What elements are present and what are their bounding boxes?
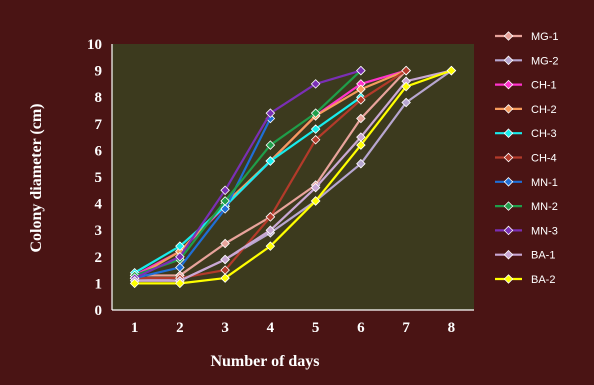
data-point bbox=[356, 140, 366, 150]
x-tick-label: 5 bbox=[312, 320, 320, 336]
series-ba-2 bbox=[129, 65, 457, 289]
data-point bbox=[356, 95, 366, 105]
legend-marker bbox=[503, 249, 514, 260]
legend-item: CH-2 bbox=[495, 104, 557, 116]
data-point bbox=[265, 156, 276, 166]
y-tick-label: 9 bbox=[95, 64, 103, 80]
data-point bbox=[220, 196, 230, 206]
data-point bbox=[220, 254, 230, 265]
series-line bbox=[134, 117, 272, 280]
data-point bbox=[401, 97, 411, 108]
y-tick-label: 8 bbox=[95, 90, 103, 106]
x-tick-label: 7 bbox=[402, 320, 410, 336]
legend-item: BA-1 bbox=[495, 250, 555, 262]
legend: MG-1 MG-2 CH-1 CH-2 CH-3 CH-4 MN-1 MN-2 MN-3 BA-1… bbox=[495, 31, 559, 286]
data-point bbox=[265, 241, 276, 251]
legend-item: MN-2 bbox=[495, 201, 558, 213]
x-tick-label: 6 bbox=[357, 320, 365, 336]
y-tick-label: 2 bbox=[95, 250, 103, 266]
data-point bbox=[129, 278, 140, 289]
x-tick-label: 2 bbox=[176, 320, 184, 336]
data-point bbox=[175, 278, 185, 289]
data-point bbox=[446, 65, 457, 76]
legend-label: BA-1 bbox=[531, 250, 555, 262]
x-tick-label: 4 bbox=[267, 320, 275, 336]
legend-marker bbox=[503, 128, 514, 138]
legend-item: MN-1 bbox=[495, 177, 558, 189]
series-layer bbox=[129, 65, 457, 289]
legend-marker bbox=[503, 104, 514, 114]
legend-label: MG-2 bbox=[531, 55, 559, 67]
data-point bbox=[356, 65, 366, 76]
legend-marker bbox=[503, 225, 514, 236]
data-point bbox=[220, 185, 230, 196]
series-line bbox=[134, 96, 362, 274]
legend-item: MG-1 bbox=[495, 31, 559, 43]
legend-marker bbox=[503, 79, 514, 90]
data-point bbox=[220, 273, 230, 283]
data-point bbox=[310, 196, 321, 206]
y-tick-label: 6 bbox=[95, 143, 103, 159]
legend-label: CH-2 bbox=[531, 104, 557, 116]
legend-label: MN-2 bbox=[531, 201, 558, 213]
data-point bbox=[175, 252, 185, 262]
data-point bbox=[265, 108, 276, 118]
data-point bbox=[220, 204, 230, 214]
data-point bbox=[356, 113, 366, 124]
data-point bbox=[310, 79, 321, 89]
data-point bbox=[175, 262, 185, 273]
y-tick-label: 4 bbox=[95, 197, 103, 213]
y-tick-label: 10 bbox=[87, 37, 102, 53]
y-tick-label: 1 bbox=[95, 276, 103, 292]
legend-marker bbox=[503, 177, 514, 187]
legend-marker bbox=[503, 55, 514, 66]
series-line bbox=[134, 69, 452, 285]
legend-item: CH-3 bbox=[495, 128, 557, 140]
series-line bbox=[134, 69, 362, 280]
x-tick-label: 8 bbox=[448, 320, 456, 336]
legend-item: BA-2 bbox=[495, 274, 555, 286]
legend-item: MN-3 bbox=[495, 225, 558, 237]
data-point bbox=[265, 225, 276, 235]
series-line bbox=[134, 69, 452, 282]
y-axis-title: Colony diameter (cm) bbox=[28, 104, 45, 253]
data-point bbox=[175, 241, 185, 251]
legend-label: MG-1 bbox=[531, 31, 559, 43]
y-tick-label: 7 bbox=[95, 117, 103, 133]
legend-marker bbox=[503, 201, 514, 211]
legend-marker bbox=[503, 152, 514, 163]
legend-marker bbox=[503, 274, 514, 284]
legend-item: MG-2 bbox=[495, 55, 559, 67]
data-point bbox=[265, 212, 276, 222]
data-point bbox=[401, 65, 411, 76]
data-point bbox=[310, 134, 321, 145]
legend-label: BA-2 bbox=[531, 274, 555, 286]
data-point bbox=[356, 158, 366, 169]
data-point bbox=[401, 81, 411, 92]
legend-label: CH-3 bbox=[531, 128, 557, 140]
legend-label: CH-4 bbox=[531, 153, 557, 165]
axes bbox=[111, 44, 474, 311]
legend-label: MN-1 bbox=[531, 177, 558, 189]
legend-label: CH-1 bbox=[531, 80, 557, 92]
data-point bbox=[310, 124, 321, 134]
y-tick-label: 0 bbox=[95, 303, 103, 319]
data-point bbox=[220, 238, 230, 249]
y-tick-label: 3 bbox=[95, 223, 103, 239]
data-point bbox=[310, 108, 321, 118]
x-axis-title: Number of days bbox=[210, 353, 319, 370]
y-tick-label: 5 bbox=[95, 170, 103, 186]
series-line bbox=[134, 69, 362, 277]
data-point bbox=[265, 140, 276, 150]
legend-label: MN-3 bbox=[531, 225, 558, 237]
x-tick-label: 1 bbox=[131, 320, 139, 336]
tick-labels: 0 1 2 3 4 5 6 7 8 9 10 1 2 3 4 5 6 7 8 bbox=[87, 37, 455, 336]
x-tick-label: 3 bbox=[221, 320, 229, 336]
legend-marker bbox=[503, 31, 514, 41]
legend-item: CH-1 bbox=[495, 80, 557, 92]
data-point bbox=[310, 182, 321, 193]
legend-item: CH-4 bbox=[495, 153, 557, 165]
